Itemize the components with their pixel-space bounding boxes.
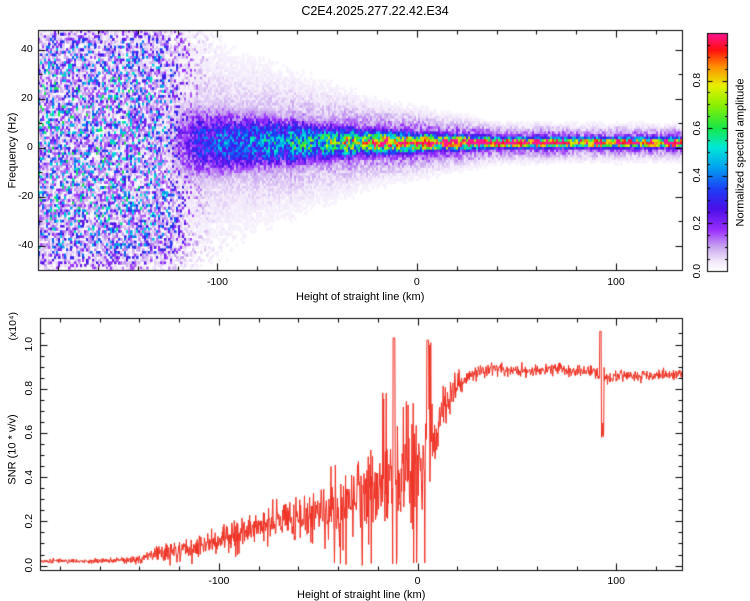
spectrogram-y-tick-label: 40: [21, 43, 33, 56]
snr-x-tick-label: -100: [208, 575, 230, 587]
snr-x-tick-label: 100: [607, 575, 625, 587]
spectrogram-y-tick-label: -40: [18, 239, 34, 251]
spectrogram-x-tick-label: 100: [607, 276, 625, 288]
colorbar-tick-label: 0.8: [690, 73, 703, 88]
snr-y-tick-label: 0.0: [22, 558, 35, 573]
spectrogram-y-tick-label: -20: [18, 190, 34, 203]
snr-y-axis-label: SNR (10 * v/v): [6, 413, 19, 485]
spectrogram-x-axis-label: Height of straight line (km): [296, 291, 425, 303]
spectrogram-y-tick-label: 20: [21, 92, 33, 105]
snr-y-tick-label: 0.8: [22, 381, 35, 396]
colorbar-tick-label: 0.0: [690, 263, 703, 279]
snr-y-tick-label: 0.6: [22, 425, 35, 440]
colorbar-tick-label: 0.6: [690, 120, 703, 136]
spectrogram-x-tick-label: 0: [413, 276, 420, 288]
snr-y-tick-label: 0.4: [22, 469, 35, 485]
colorbar-label: Normalized spectral amplitude: [734, 78, 747, 226]
snr-x-tick-label: 0: [414, 575, 421, 587]
snr-y-tick-label: 0.2: [22, 513, 35, 529]
spectrogram-x-tick-label: -100: [206, 276, 228, 288]
snr-y-tick-label: 1.0: [22, 336, 35, 352]
colorbar-tick-label: 0.4: [690, 168, 703, 183]
spectrogram-y-tick-label: 0: [27, 141, 33, 154]
snr-exponent-label: (x10⁴): [6, 311, 19, 340]
colorbar-tick-label: 0.2: [690, 215, 703, 231]
snr-x-axis-label: Height of straight line (km): [297, 589, 426, 601]
page-title: C2E4.2025.277.22.42.E34: [301, 4, 449, 18]
spectrogram-y-axis-label: Frequency (Hz): [6, 112, 19, 188]
